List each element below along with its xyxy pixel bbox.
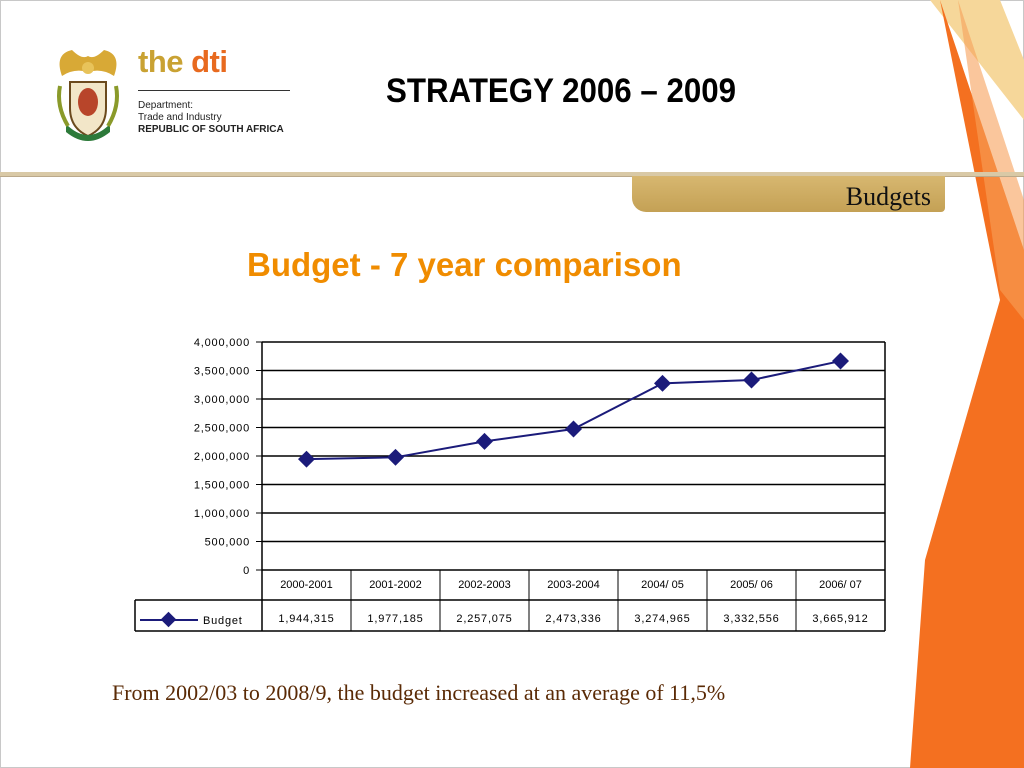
y-tick-label: 1,500,000 [194,480,250,492]
x-tick-label: 2001-2002 [369,579,422,591]
x-tick-label: 2005/ 06 [730,579,773,591]
dti-logo: the dti Department: Trade and Industry R… [52,44,300,146]
logo-dept-line1: Department: [138,100,194,111]
chart-grid [262,341,886,631]
legend-marker [160,611,177,628]
data-label: 1,944,315 [278,613,334,625]
y-axis: 0 500,000 1,000,000 1,500,000 2,000,000 2,500… [194,337,263,631]
data-point [298,450,315,468]
y-tick-label: 3,500,000 [194,366,250,378]
data-label: 3,665,912 [812,613,868,625]
page-title: STRATEGY 2006 – 2009 [386,72,737,110]
logo-wordmark: the dti [138,44,228,80]
coat-of-arms-icon [57,50,119,141]
data-point [832,352,849,370]
legend-label: Budget [203,615,243,627]
y-tick-label: 1,000,000 [194,508,250,520]
logo-dti-text: dti [191,44,228,79]
logo-rule [138,90,290,91]
data-label: 2,473,336 [545,613,601,625]
y-tick-label: 0 [243,565,250,577]
data-point [476,432,493,450]
x-tick-label: 2003-2004 [547,579,600,591]
y-tick-label: 2,500,000 [194,423,250,435]
data-label: 2,257,075 [456,613,512,625]
section-label: Budgets [845,182,931,211]
x-tick-label: 2000-2001 [280,579,333,591]
logo-the-text: the [138,44,184,79]
data-table: 2000-2001 2001-2002 2002-2003 2003-2004 2004… [134,570,885,632]
y-tick-label: 2,000,000 [194,451,250,463]
orange-stripe-highlight [958,0,1024,320]
logo-department: Department: Trade and Industry REPUBLIC … [138,100,284,136]
data-label: 1,977,185 [367,613,423,625]
chart-title: Budget - 7 year comparison [247,246,682,283]
x-tick-label: 2006/ 07 [819,579,862,591]
data-point [565,420,582,438]
section-tab: Budgets [632,176,945,212]
data-label: 3,274,965 [634,613,690,625]
x-tick-label: 2002-2003 [458,579,511,591]
header-divider [0,176,1024,177]
series-line [306,360,841,461]
y-tick-label: 4,000,000 [194,337,250,349]
logo-dept-line3: REPUBLIC OF SOUTH AFRICA [138,124,284,135]
data-point [743,371,760,389]
header-band [0,172,1024,176]
footnote: From 2002/03 to 2008/9, the budget incre… [112,680,726,705]
y-tick-label: 500,000 [205,537,250,549]
data-label: 3,332,556 [723,613,779,625]
data-point [387,448,404,466]
x-tick-label: 2004/ 05 [641,579,684,591]
data-point [654,374,671,392]
y-tick-label: 3,000,000 [194,394,250,406]
series-budget [298,352,849,468]
logo-dept-line2: Trade and Industry [138,112,222,123]
